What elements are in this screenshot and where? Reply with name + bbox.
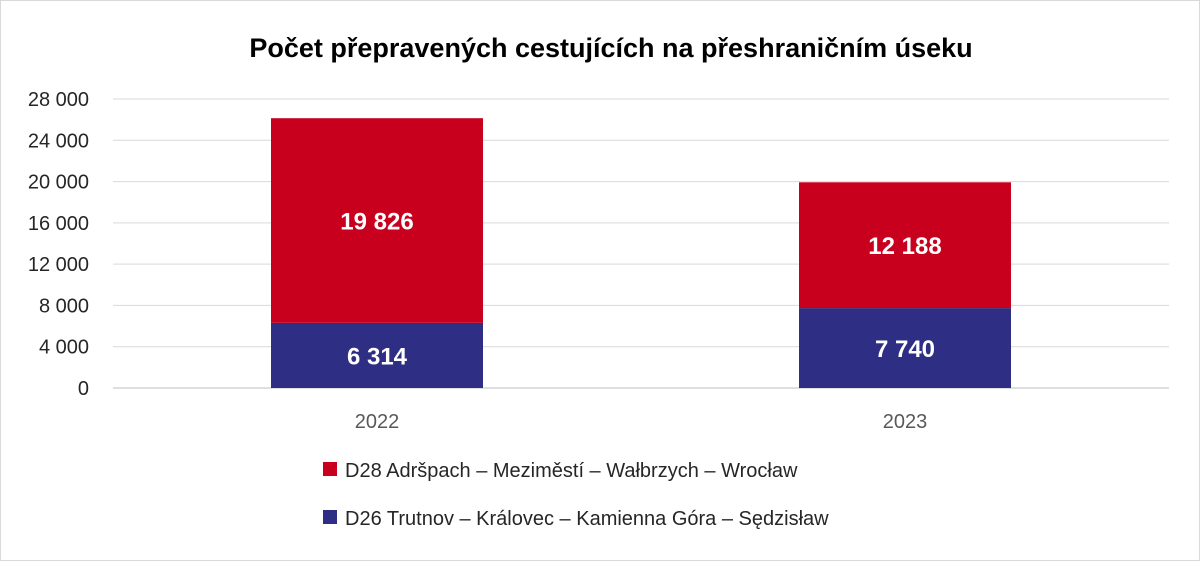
legend-swatch bbox=[323, 462, 337, 476]
y-tick-label: 8 000 bbox=[39, 295, 89, 317]
data-label: 7 740 bbox=[875, 336, 935, 363]
bar-segment bbox=[271, 118, 483, 323]
y-tick-label: 28 000 bbox=[28, 89, 89, 111]
bar-segment bbox=[271, 322, 483, 388]
bar-segment bbox=[799, 182, 1011, 309]
y-tick-label: 12 000 bbox=[28, 254, 89, 276]
bars: 6 314 19 826 7 740 12 188 bbox=[271, 118, 1011, 388]
chart-title: Počet přepravených cestujících na přeshr… bbox=[249, 33, 972, 63]
legend-label: D28 Adršpach – Meziměstí – Wałbrzych – W… bbox=[345, 460, 798, 482]
x-axis: 2022 2023 bbox=[355, 411, 928, 433]
data-label: 12 188 bbox=[868, 233, 941, 260]
y-tick-label: 4 000 bbox=[39, 337, 89, 359]
y-tick-label: 24 000 bbox=[28, 130, 89, 152]
y-tick-label: 0 bbox=[78, 378, 89, 400]
legend: D28 Adršpach – Meziměstí – Wałbrzych – W… bbox=[323, 460, 829, 530]
bar-segment bbox=[799, 308, 1011, 388]
data-label: 6 314 bbox=[347, 343, 408, 370]
y-tick-label: 20 000 bbox=[28, 172, 89, 194]
x-tick-label: 2022 bbox=[355, 411, 400, 433]
legend-swatch bbox=[323, 510, 337, 524]
x-tick-label: 2023 bbox=[883, 411, 928, 433]
data-label: 19 826 bbox=[340, 209, 413, 236]
y-tick-label: 16 000 bbox=[28, 213, 89, 235]
legend-label: D26 Trutnov – Královec – Kamienna Góra –… bbox=[345, 508, 829, 530]
y-axis: 0 4 000 8 000 12 000 16 000 20 000 24 000 28 00… bbox=[28, 89, 89, 400]
